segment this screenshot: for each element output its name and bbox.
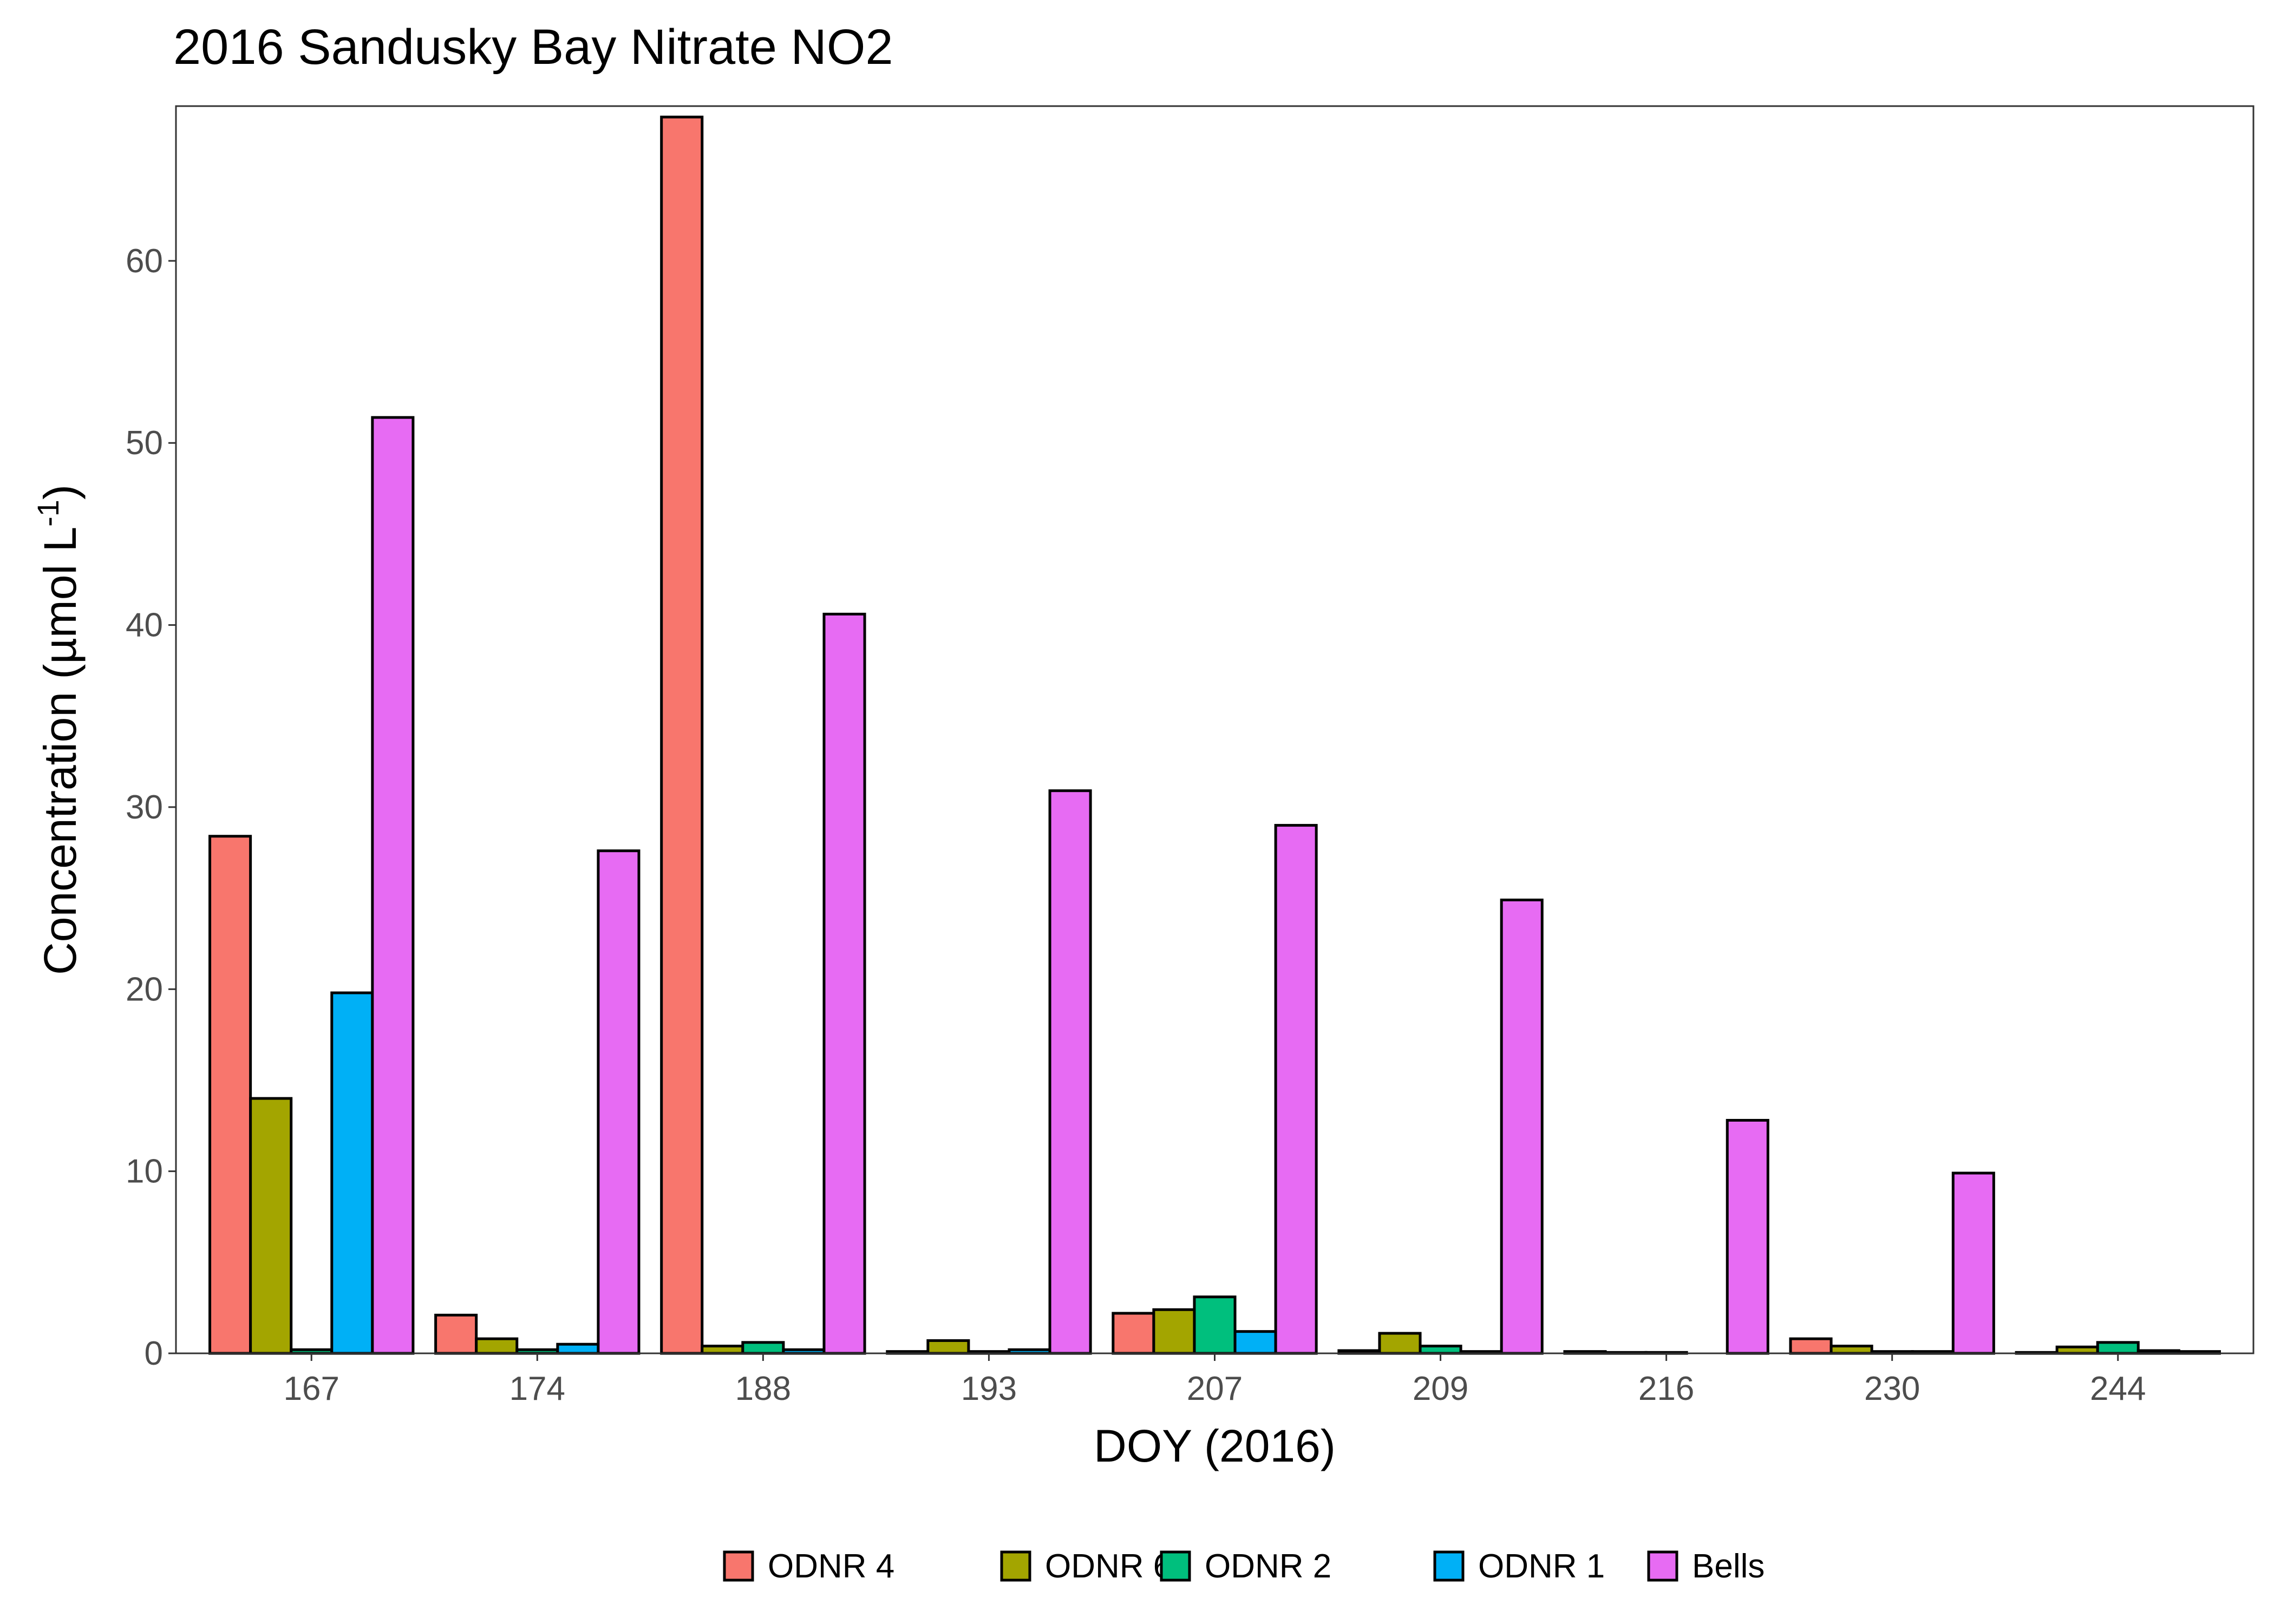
y-axis-title-close: ) xyxy=(35,484,86,500)
bar xyxy=(1500,898,1544,1355)
x-tick-label: 193 xyxy=(961,1370,1017,1407)
x-tick-label: 207 xyxy=(1187,1370,1243,1407)
legend-label: ODNR 2 xyxy=(1205,1548,1331,1585)
y-tick-label: 0 xyxy=(145,1335,163,1372)
bar xyxy=(1112,1312,1155,1355)
bar xyxy=(597,849,641,1355)
plot-panel-border xyxy=(175,105,2255,1354)
y-tick-label: 50 xyxy=(126,424,163,462)
x-tick-label: 209 xyxy=(1413,1370,1468,1407)
bar xyxy=(1152,1308,1196,1355)
bar xyxy=(2055,1345,2099,1355)
x-tick-label: 244 xyxy=(2090,1370,2146,1407)
axes-layer: 0 10 20 30 40 50 60 167 174 188 193 207 209 216 230 244 xyxy=(126,243,2146,1407)
bar xyxy=(475,1337,519,1355)
y-axis-title-main: Concentration (µmol L xyxy=(35,527,86,975)
x-tick-label: 188 xyxy=(735,1370,791,1407)
legend-swatch xyxy=(1000,1550,1031,1582)
bar xyxy=(1378,1332,1422,1355)
bar xyxy=(1233,1330,1277,1355)
bar xyxy=(741,1341,785,1355)
bar xyxy=(1726,1118,1769,1355)
legend-label: Bells xyxy=(1692,1548,1765,1585)
legend-label: ODNR 4 xyxy=(768,1548,894,1585)
bar xyxy=(1274,824,1318,1355)
bar xyxy=(2096,1341,2140,1355)
bar xyxy=(1048,789,1092,1355)
bar xyxy=(1829,1345,1873,1355)
bar xyxy=(1193,1295,1237,1355)
bar xyxy=(926,1339,970,1355)
chart-title: 2016 Sandusky Bay Nitrate NO2 xyxy=(173,19,893,75)
y-tick-label: 30 xyxy=(126,789,163,826)
bar xyxy=(1419,1345,1462,1355)
legend-label: ODNR 6 xyxy=(1045,1548,1172,1585)
legend-swatch xyxy=(1433,1550,1465,1582)
x-tick-label: 174 xyxy=(509,1370,565,1407)
x-axis-title: DOY (2016) xyxy=(1094,1420,1336,1471)
bar xyxy=(208,835,252,1355)
bar xyxy=(701,1345,744,1355)
y-tick-label: 10 xyxy=(126,1153,163,1190)
x-tick-label: 216 xyxy=(1638,1370,1694,1407)
bar xyxy=(434,1313,478,1355)
bar xyxy=(1951,1171,1995,1355)
y-tick-label: 20 xyxy=(126,971,163,1008)
bar xyxy=(822,612,866,1355)
bars-layer xyxy=(208,115,2221,1355)
legend: ODNR 4 ODNR 6 ODNR 2 ODNR 1 Bells xyxy=(723,1548,1765,1585)
legend-swatch xyxy=(1160,1550,1191,1582)
y-tick-label: 40 xyxy=(126,607,163,644)
y-tick-label: 60 xyxy=(126,243,163,280)
bar xyxy=(1789,1337,1833,1355)
bar xyxy=(249,1097,293,1355)
y-axis-title-superscript: -1 xyxy=(31,500,65,527)
y-axis-title: Concentration (µmol L-1) xyxy=(31,484,86,975)
bar xyxy=(556,1343,600,1355)
x-tick-label: 230 xyxy=(1864,1370,1920,1407)
bar xyxy=(660,115,704,1355)
bar xyxy=(330,991,374,1355)
legend-swatch xyxy=(723,1550,754,1582)
bar xyxy=(371,416,415,1355)
legend-label: ODNR 1 xyxy=(1478,1548,1605,1585)
legend-swatch xyxy=(1647,1550,1678,1582)
x-tick-label: 167 xyxy=(284,1370,339,1407)
